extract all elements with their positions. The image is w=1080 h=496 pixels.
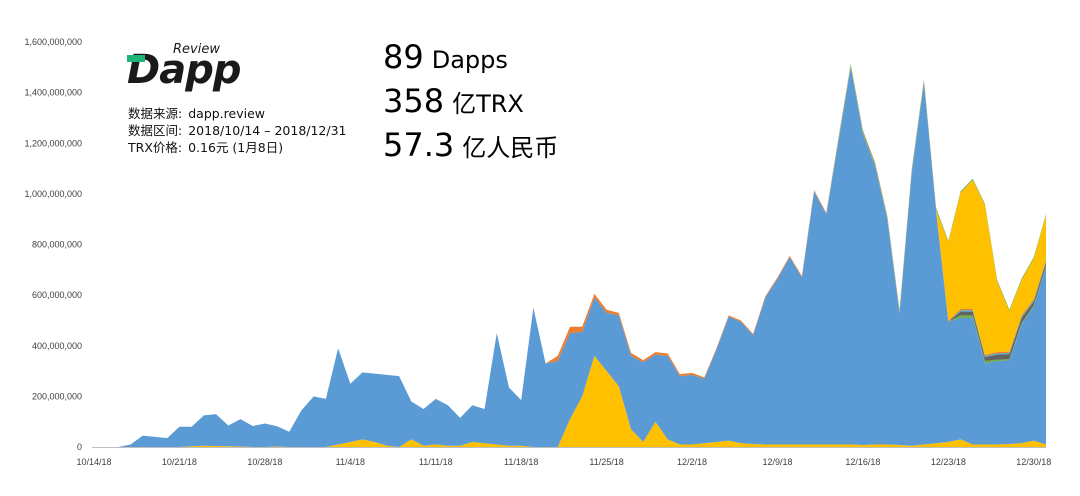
y-tick-label: 800,000,000 xyxy=(32,240,82,250)
x-tick-label: 12/2/18 xyxy=(677,457,707,467)
chart-series-areas xyxy=(94,64,1046,448)
x-tick-label: 11/18/18 xyxy=(504,457,538,467)
x-tick-label: 11/25/18 xyxy=(589,457,623,467)
stat-dapps: 89 Dapps xyxy=(383,38,508,76)
series-area-0 xyxy=(94,355,1046,447)
series-area-1 xyxy=(94,67,1046,447)
y-axis-tick-labels: 0 200,000,000 400,000,000 600,000,000 800,00… xyxy=(24,37,82,452)
x-tick-label: 10/14/18 xyxy=(76,457,111,467)
y-tick-label: 0 xyxy=(77,442,82,452)
info-source: 数据来源: dapp.review xyxy=(128,106,265,121)
y-tick-label: 400,000,000 xyxy=(32,341,82,351)
x-tick-label: 11/11/18 xyxy=(419,457,453,467)
x-tick-label: 12/30/18 xyxy=(1016,457,1051,467)
y-tick-label: 1,000,000,000 xyxy=(24,189,82,199)
x-tick-label: 10/21/18 xyxy=(162,457,197,467)
dapp-review-logo: Review Dapp xyxy=(127,40,241,96)
x-tick-label: 12/23/18 xyxy=(931,457,966,467)
info-range: 数据区间: 2018/10/14 – 2018/12/31 xyxy=(128,123,347,138)
info-block: 数据来源: dapp.review 数据区间: 2018/10/14 – 2018/… xyxy=(128,105,353,156)
x-tick-label: 12/9/18 xyxy=(762,457,792,467)
y-tick-label: 200,000,000 xyxy=(32,391,82,401)
stat-trx: 358 亿TRX xyxy=(383,82,524,120)
x-tick-label: 11/4/18 xyxy=(336,457,365,467)
y-tick-label: 1,600,000,000 xyxy=(24,37,82,47)
logo-review-text: Review xyxy=(173,42,220,57)
logo-green-mark xyxy=(127,55,145,62)
x-tick-label: 10/28/18 xyxy=(247,457,282,467)
y-tick-label: 600,000,000 xyxy=(32,290,82,300)
x-axis-tick-labels: 10/14/18 10/21/18 10/28/18 11/4/18 11/11/18 1… xyxy=(76,457,1051,467)
y-tick-label: 1,200,000,000 xyxy=(24,138,82,148)
headline-stats: 89 Dapps 358 亿TRX 57.3 亿人民币 xyxy=(383,38,558,170)
stat-rmb: 57.3 亿人民币 xyxy=(383,126,559,164)
logo-dapp-text: Dapp xyxy=(127,47,241,93)
y-tick-label: 1,400,000,000 xyxy=(24,88,82,98)
x-tick-label: 12/16/18 xyxy=(845,457,880,467)
info-price: TRX价格: 0.16元 (1月8日) xyxy=(128,140,284,155)
